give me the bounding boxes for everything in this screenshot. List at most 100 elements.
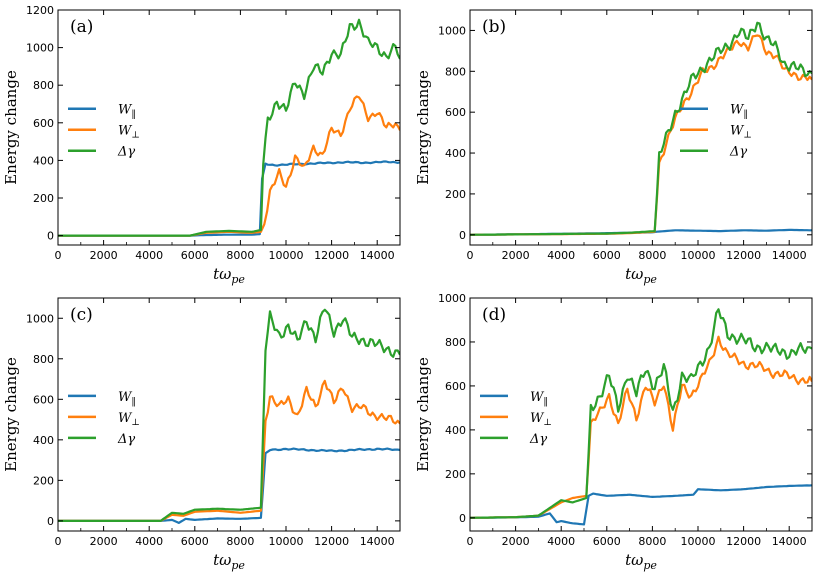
x-tick-label: 8000 [638,249,666,262]
y-tick-label: 0 [459,512,466,525]
y-tick-label: 800 [445,65,466,78]
series-line-delta-gamma [58,18,400,237]
legend-entry: W‖ [118,390,136,407]
x-tick-label: 4000 [135,535,163,548]
legend: W‖ W⊥ Δγ [480,390,552,447]
y-tick-label: 400 [33,434,54,447]
series-line-delta-gamma [470,21,812,236]
x-tick-label: 4000 [547,535,575,548]
x-tick-label: 12000 [314,535,349,548]
y-tick-label: 1000 [438,24,466,37]
axes-frame [57,297,401,532]
y-tick-label: 800 [33,79,54,92]
x-tick-label: 2000 [90,535,118,548]
x-tick-label: 8000 [226,249,254,262]
y-tick-label: 600 [445,380,466,393]
x-axis-label: tωpe [625,265,657,286]
panel-label: (a) [70,17,93,37]
legend-entry: Δγ [529,432,547,447]
legend-entry: W⊥ [118,124,140,141]
y-axis-label: Energy change [2,70,20,185]
y-tick-label: 800 [33,353,54,366]
x-tick-label: 6000 [593,535,621,548]
y-axis-label: Energy change [2,357,20,472]
x-tick-label: 14000 [360,535,395,548]
x-axis-label: tωpe [213,551,245,572]
y-tick-label: 200 [33,192,54,205]
x-tick-label: 10000 [681,535,716,548]
legend-entry: W⊥ [730,124,752,141]
y-tick-label: 1200 [26,4,54,17]
y-tick-label: 1000 [26,312,54,325]
x-tick-label: 2000 [502,535,530,548]
x-tick-label: 14000 [772,535,807,548]
series-line-delta-gamma [470,308,812,519]
x-tick-label: 4000 [547,249,575,262]
y-tick-label: 400 [445,147,466,160]
x-tick-label: 8000 [226,535,254,548]
series-line-w-perp [58,95,400,237]
series-line-delta-gamma [58,308,400,522]
legend-entry: W‖ [530,390,548,407]
x-axis-label: tωpe [625,551,657,572]
y-tick-label: 1000 [438,292,466,305]
y-tick-label: 200 [445,188,466,201]
x-tick-label: 10000 [269,249,304,262]
legend: W‖ W⊥ Δγ [680,103,752,160]
panel-a: 0 2000 4000 6000 8000 10000 12000 14000 0 200 400 6… [2,4,401,286]
x-tick-label: 4000 [135,249,163,262]
y-tick-label: 400 [33,154,54,167]
y-tick-label: 200 [445,468,466,481]
y-tick-label: 1000 [26,42,54,55]
x-tick-label: 14000 [772,249,807,262]
panel-label: (d) [482,305,506,325]
y-tick-label: 600 [33,117,54,130]
x-tick-label: 6000 [593,249,621,262]
x-tick-label: 0 [55,535,62,548]
x-tick-label: 8000 [638,535,666,548]
y-tick-label: 0 [47,230,54,243]
y-tick-label: 400 [445,424,466,437]
legend-entry: W⊥ [118,411,140,428]
axes-frame [469,9,813,246]
x-tick-label: 0 [55,249,62,262]
x-tick-label: 2000 [502,249,530,262]
y-tick-label: 200 [33,474,54,487]
series-line-w-perp [470,34,812,236]
axes-frame [469,297,813,532]
x-tick-label: 12000 [314,249,349,262]
legend-entry: Δγ [729,145,747,160]
legend-entry: W⊥ [530,411,552,428]
panel-label: (c) [70,305,93,325]
x-axis-label: tωpe [213,265,245,286]
legend-entry: Δγ [117,145,135,160]
x-tick-label: 6000 [181,249,209,262]
x-tick-label: 10000 [681,249,716,262]
x-tick-label: 2000 [90,249,118,262]
y-tick-label: 600 [445,106,466,119]
axes-frame [57,9,401,246]
panel-c: 0 2000 4000 6000 8000 10000 12000 14000 0 200 400 6… [2,297,401,572]
y-tick-label: 0 [459,229,466,242]
panel-d: 0 2000 4000 6000 8000 10000 12000 14000 0 200 400 6… [414,292,813,572]
series-line-w-parallel [58,160,400,237]
legend: W‖ W⊥ Δγ [68,390,140,447]
y-axis-label: Energy change [414,357,432,472]
legend: W‖ W⊥ Δγ [68,103,140,160]
y-tick-label: 800 [445,336,466,349]
series-line-w-perp [470,335,812,519]
panel-b: 0 2000 4000 6000 8000 10000 12000 14000 0 200 400 6… [414,9,813,286]
panel-label: (b) [482,17,506,37]
x-tick-label: 6000 [181,535,209,548]
x-tick-label: 14000 [360,249,395,262]
y-tick-label: 600 [33,393,54,406]
legend-entry: W‖ [118,103,136,120]
x-tick-label: 12000 [726,535,761,548]
x-tick-label: 0 [467,249,474,262]
x-tick-label: 0 [467,535,474,548]
x-tick-label: 12000 [726,249,761,262]
legend-entry: W‖ [730,103,748,120]
legend-entry: Δγ [117,432,135,447]
y-tick-label: 0 [47,515,54,528]
